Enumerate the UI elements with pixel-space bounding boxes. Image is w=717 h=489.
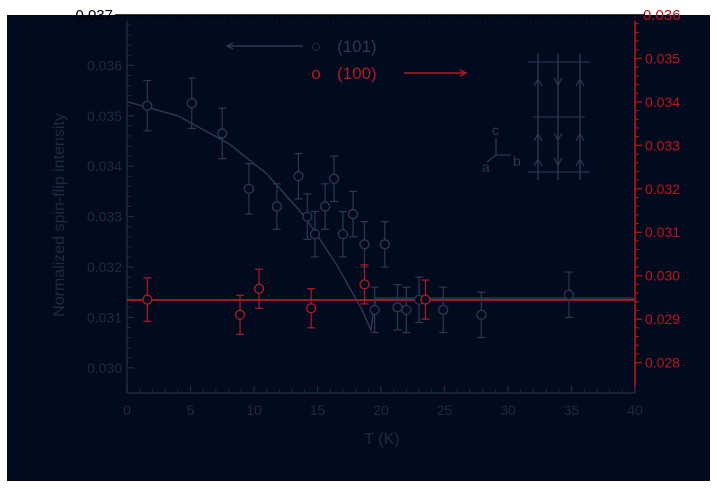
y-axis-title-left: Normalized spin-flip intensity (51, 113, 68, 317)
data-point-100 (142, 294, 153, 305)
data-point-100 (420, 294, 431, 305)
spin-down-arrow-icon (553, 132, 563, 142)
data-point-101 (379, 239, 390, 250)
legend-marker-101: ○ (311, 37, 321, 56)
x-tick-label: 40 (627, 402, 643, 418)
y-right-tick-label: 0.028 (645, 355, 680, 371)
data-point-101 (243, 183, 255, 195)
top-right-label: 0.036 (643, 7, 681, 24)
data-point-101 (392, 302, 403, 313)
y-left-tick-label: 0.035 (87, 108, 122, 124)
data-point-100 (234, 309, 246, 320)
chart-background (7, 15, 710, 481)
data-point-101 (309, 229, 321, 240)
y-right-tick-label: 0.035 (645, 50, 680, 66)
spin-up-arrow-icon (575, 157, 585, 167)
legend-label-101: (101) (337, 37, 377, 56)
spin-down-arrow-icon (553, 157, 563, 167)
x-tick-label: 10 (246, 402, 262, 418)
x-tick-label: 35 (564, 402, 580, 418)
data-point-101 (293, 171, 304, 182)
y-left-tick-label: 0.031 (87, 309, 122, 325)
crystal-axes-inset: c b a (482, 122, 521, 175)
x-tick-label: 0 (123, 402, 131, 418)
data-point-101 (186, 98, 197, 109)
x-tick-label: 25 (437, 402, 453, 418)
data-point-100 (359, 279, 370, 290)
legend-label-100: (100) (337, 64, 377, 83)
spin-up-arrow-icon (533, 77, 543, 87)
data-point-101 (401, 304, 412, 315)
data-point-100 (253, 283, 265, 294)
y-left-tick-label: 0.032 (87, 259, 122, 275)
data-point-101 (369, 304, 380, 315)
data-point-101 (302, 211, 313, 222)
data-point-101 (217, 128, 228, 139)
data-point-101 (328, 173, 340, 184)
legend-arrow-101-head (225, 42, 234, 50)
data-point-101 (438, 304, 449, 315)
y-left-tick-label: 0.030 (87, 360, 122, 376)
spin-up-arrow-icon (575, 132, 585, 142)
x-tick-label: 20 (373, 402, 389, 418)
y-right-tick-label: 0.034 (645, 94, 680, 110)
y-right-tick-label: 0.030 (645, 268, 680, 284)
spin-down-arrow-icon (553, 77, 563, 87)
x-axis-title: T (K) (364, 431, 399, 448)
legend-marker-100: o (311, 64, 320, 83)
x-tick-label: 5 (187, 402, 195, 418)
spin-up-arrow-icon (533, 157, 543, 167)
data-point-101 (142, 100, 153, 111)
data-point-101 (359, 239, 370, 250)
legend: ○ (101) o (100) (225, 37, 468, 83)
y-right-tick-label: 0.032 (645, 181, 680, 197)
y-right-tick-label: 0.029 (645, 311, 680, 327)
y-left-tick-label: 0.034 (87, 158, 122, 174)
spin-up-arrow-icon (533, 132, 543, 142)
a-axis-line (486, 154, 497, 163)
magnetic-structure-inset (528, 54, 590, 180)
y-left-tick-label: 0.033 (87, 209, 122, 225)
a-axis-label: a (482, 159, 490, 175)
c-axis-label: c (492, 122, 499, 138)
x-tick-label: 15 (310, 402, 326, 418)
points-layer (142, 77, 575, 339)
y-left-tick-label: 0.036 (87, 57, 122, 73)
data-point-101 (337, 229, 349, 240)
ticks-layer: 0 5 10 15 20 25 30 35 40 0.030 0.031 0.032 0.033 0.03… (87, 15, 680, 418)
spin-up-arrow-icon (575, 77, 585, 87)
data-point-100 (305, 303, 317, 314)
legend-arrow-100-head (459, 69, 468, 77)
data-point-101 (319, 201, 331, 212)
top-left-label: 0.037 (75, 7, 113, 24)
data-point-101 (476, 309, 487, 321)
data-point-101 (347, 208, 359, 220)
b-axis-label: b (513, 153, 521, 169)
y-right-tick-label: 0.033 (645, 137, 680, 153)
data-point-101 (563, 289, 575, 300)
data-point-101 (271, 201, 283, 212)
x-tick-label: 30 (500, 402, 516, 418)
y-right-tick-label: 0.031 (645, 224, 680, 240)
